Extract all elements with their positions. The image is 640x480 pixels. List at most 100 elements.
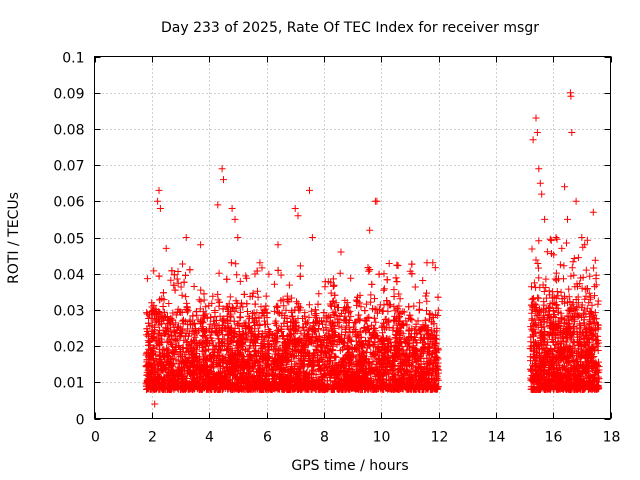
data-point [374, 366, 382, 374]
data-point [304, 319, 311, 327]
data-point [311, 306, 319, 314]
data-point [384, 348, 392, 356]
data-point [164, 368, 172, 376]
data-point [205, 345, 213, 353]
data-point [176, 369, 184, 377]
data-point [344, 376, 351, 384]
data-point [335, 304, 342, 311]
data-point [266, 328, 274, 336]
data-point [335, 318, 343, 326]
data-point [419, 339, 427, 347]
data-point [348, 360, 356, 368]
data-point [367, 291, 375, 299]
data-point [273, 321, 280, 329]
data-point [279, 346, 287, 354]
data-point [319, 374, 326, 382]
data-point [209, 292, 217, 300]
data-point [143, 309, 151, 317]
data-point [179, 260, 186, 268]
data-point [164, 332, 172, 340]
data-point [416, 299, 424, 307]
data-point [227, 259, 235, 267]
data-point [145, 319, 152, 327]
data-point [209, 341, 217, 349]
data-point [348, 344, 356, 352]
data-point [385, 342, 393, 350]
data-point [220, 317, 227, 325]
data-point [350, 323, 357, 331]
data-point [263, 364, 271, 372]
data-point [323, 377, 331, 385]
data-point [253, 309, 261, 317]
data-point [268, 386, 276, 393]
data-point [337, 386, 345, 393]
data-point [149, 364, 157, 372]
data-point [383, 335, 391, 342]
data-point [380, 319, 387, 327]
data-point [143, 310, 151, 318]
data-point [155, 272, 163, 280]
data-point [318, 347, 326, 355]
data-point [177, 283, 185, 291]
data-point [375, 306, 383, 314]
data-point [386, 335, 394, 343]
data-point [279, 376, 287, 384]
data-point [354, 347, 362, 355]
data-point [152, 306, 160, 314]
data-point [183, 299, 191, 307]
data-point [274, 266, 282, 274]
data-point [330, 331, 338, 339]
data-point [264, 361, 272, 369]
data-point [339, 357, 346, 365]
data-point [262, 320, 270, 328]
data-point [201, 314, 209, 322]
data-point [329, 297, 337, 305]
data-point [240, 364, 248, 372]
data-point [409, 362, 417, 370]
data-point [329, 298, 337, 306]
data-point [379, 343, 387, 350]
data-point [403, 346, 411, 354]
data-point [345, 365, 353, 373]
data-point [383, 297, 391, 305]
data-point [254, 287, 261, 295]
data-point [347, 312, 355, 320]
data-point [246, 377, 254, 385]
data-point [371, 295, 378, 303]
data-point [385, 317, 393, 325]
data-point [193, 374, 201, 382]
data-point [347, 274, 355, 282]
data-point [215, 269, 223, 277]
data-point [268, 366, 276, 374]
data-point [383, 276, 391, 284]
data-point [169, 367, 177, 375]
data-point [368, 331, 376, 339]
data-point [239, 371, 247, 379]
data-point [385, 323, 393, 331]
data-point [304, 356, 312, 364]
data-point [280, 302, 288, 310]
data-point [403, 377, 411, 385]
data-point [428, 338, 436, 346]
data-point [393, 304, 401, 312]
data-point [234, 320, 242, 328]
data-point [342, 322, 350, 330]
data-point [363, 317, 371, 325]
data-point [211, 313, 219, 321]
data-point [389, 324, 397, 332]
data-point [423, 289, 430, 297]
data-point [177, 308, 185, 316]
data-point [380, 349, 388, 357]
data-point [174, 268, 182, 275]
scatter-points [142, 89, 603, 408]
data-point [246, 351, 254, 358]
data-point [215, 298, 223, 306]
data-point [299, 375, 307, 383]
data-point [367, 298, 375, 306]
data-point [431, 342, 439, 350]
data-point [328, 320, 336, 328]
data-point [396, 365, 404, 373]
data-point [411, 283, 419, 291]
data-point [265, 380, 273, 388]
data-point [202, 310, 210, 318]
